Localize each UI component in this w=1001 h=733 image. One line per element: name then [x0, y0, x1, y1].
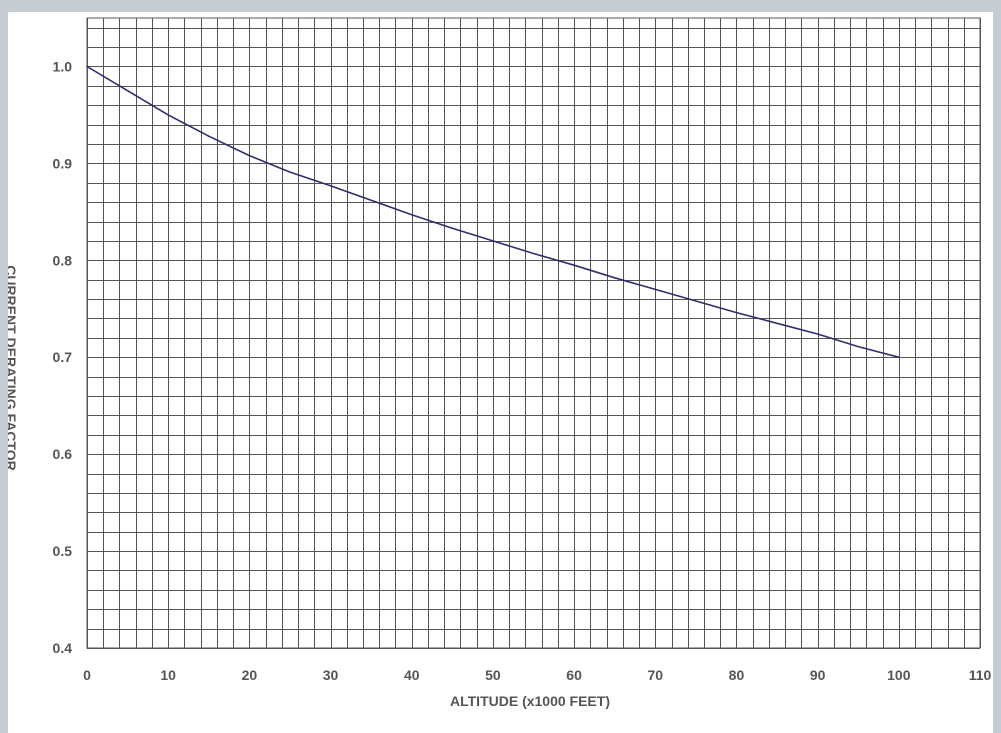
x-tick-label: 40 — [404, 667, 420, 683]
y-tick-label: 0.5 — [53, 543, 73, 559]
x-tick-labels: 0 10 20 30 40 50 60 70 80 90 100 110 — [83, 667, 991, 683]
y-tick-label: 0.8 — [53, 252, 73, 268]
chart-panel: 0 10 20 30 40 50 60 70 80 90 100 110 0.4 0.5 0.6 0.7 0.… — [8, 12, 993, 733]
x-tick-label: 20 — [242, 667, 258, 683]
y-tick-label: 0.6 — [53, 446, 73, 462]
x-tick-label: 60 — [566, 667, 582, 683]
x-axis-label: ALTITUDE (x1000 FEET) — [450, 693, 610, 709]
x-tick-label: 80 — [729, 667, 745, 683]
x-tick-label: 0 — [83, 667, 91, 683]
x-tick-label: 30 — [323, 667, 339, 683]
y-tick-labels: 0.4 0.5 0.6 0.7 0.8 0.9 1.0 — [53, 58, 73, 656]
y-tick-label: 0.9 — [53, 155, 73, 171]
x-tick-label: 110 — [969, 667, 992, 683]
grid — [86, 17, 981, 649]
x-tick-label: 10 — [160, 667, 176, 683]
plot-area — [86, 17, 981, 649]
x-tick-label: 100 — [887, 667, 911, 683]
y-tick-label: 0.7 — [53, 349, 73, 365]
y-tick-label: 0.4 — [53, 640, 73, 656]
x-tick-label: 90 — [810, 667, 826, 683]
derating-curve — [86, 65, 900, 358]
x-tick-label: 50 — [485, 667, 501, 683]
derating-chart: 0 10 20 30 40 50 60 70 80 90 100 110 0.40.50.60.70.… — [8, 17, 992, 709]
y-axis-label: CURRENT DERATING FACTOR — [8, 265, 19, 471]
x-tick-label: 70 — [647, 667, 663, 683]
y-tick-label: 1.0 — [53, 58, 73, 74]
curve-layer — [86, 65, 900, 358]
